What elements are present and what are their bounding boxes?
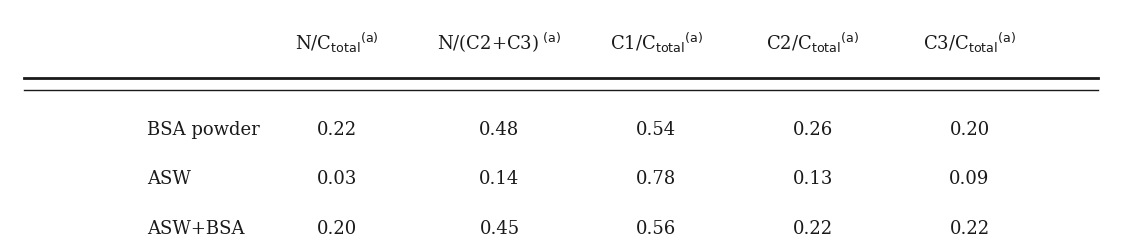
Text: 0.22: 0.22: [793, 220, 833, 238]
Text: N/C$_{\rm total}$$^{\rm (a)}$: N/C$_{\rm total}$$^{\rm (a)}$: [295, 30, 379, 55]
Text: 0.22: 0.22: [949, 220, 990, 238]
Text: 0.22: 0.22: [318, 121, 357, 139]
Text: 0.20: 0.20: [949, 121, 990, 139]
Text: 0.48: 0.48: [479, 121, 519, 139]
Text: 0.56: 0.56: [636, 220, 677, 238]
Text: BSA powder: BSA powder: [147, 121, 259, 139]
Text: ASW+BSA: ASW+BSA: [147, 220, 245, 238]
Text: 0.20: 0.20: [318, 220, 357, 238]
Text: ASW: ASW: [147, 171, 191, 188]
Text: C2/C$_{\rm total}$$^{\rm (a)}$: C2/C$_{\rm total}$$^{\rm (a)}$: [766, 30, 859, 55]
Text: 0.78: 0.78: [636, 171, 677, 188]
Text: C3/C$_{\rm total}$$^{\rm (a)}$: C3/C$_{\rm total}$$^{\rm (a)}$: [923, 30, 1017, 55]
Text: C1/C$_{\rm total}$$^{\rm (a)}$: C1/C$_{\rm total}$$^{\rm (a)}$: [609, 30, 702, 55]
Text: 0.03: 0.03: [318, 171, 357, 188]
Text: N/(C2+C3)$^{\rm\ (a)}$: N/(C2+C3)$^{\rm\ (a)}$: [438, 31, 561, 55]
Text: 0.13: 0.13: [792, 171, 833, 188]
Text: 0.54: 0.54: [636, 121, 677, 139]
Text: 0.26: 0.26: [793, 121, 833, 139]
Text: 0.45: 0.45: [479, 220, 519, 238]
Text: 0.09: 0.09: [949, 171, 990, 188]
Text: 0.14: 0.14: [479, 171, 519, 188]
